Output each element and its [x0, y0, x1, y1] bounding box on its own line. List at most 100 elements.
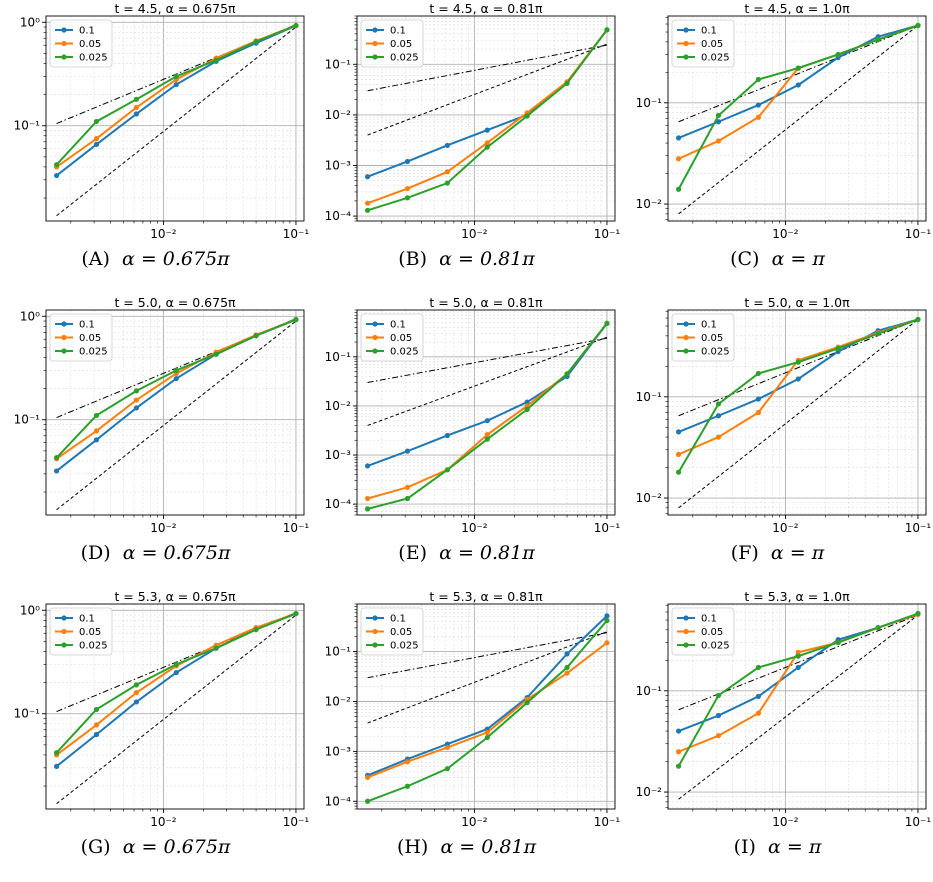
data-point-0.025 — [524, 406, 530, 412]
chart-svg: 10⁻² 10⁻¹ 10⁻² 10⁻¹ t = 5.0, α = 1.0π 0.1 0.05… — [636, 295, 932, 535]
data-point-0.05 — [755, 409, 761, 416]
legend: 0.1 0.05 0.025 — [49, 19, 113, 68]
data-point-0.025 — [755, 76, 761, 83]
x-tick-label: 10⁻¹ — [594, 521, 621, 535]
data-point-0.025 — [675, 469, 682, 475]
data-point-0.1 — [675, 429, 682, 435]
y-tick-label: 10⁻² — [325, 399, 352, 413]
legend-label: 0.1 — [701, 614, 717, 625]
data-point-0.025 — [213, 57, 219, 63]
x-tick-label: 10⁻¹ — [283, 227, 310, 241]
data-point-0.05 — [715, 138, 722, 144]
y-tick-label: 10⁰ — [20, 309, 40, 323]
data-point-0.025 — [875, 37, 881, 43]
legend-marker-0.025 — [61, 54, 67, 60]
data-point-0.05 — [675, 451, 682, 457]
legend-label: 0.1 — [79, 320, 95, 331]
data-point-0.025 — [604, 320, 610, 327]
chart-svg: 10⁻² 10⁻¹ 10⁻² 10⁻¹ t = 5.3, α = 1.0π 0.1 0.05… — [636, 589, 932, 829]
legend-marker-0.1 — [372, 27, 378, 33]
x-tick-label: 10⁻² — [772, 815, 799, 829]
legend: 0.1 0.05 0.025 — [49, 313, 113, 362]
panel-b: 10⁻² 10⁻¹ 10⁻⁴ 10⁻³ 10⁻² 10⁻¹ t = 4.5, α = 0.8… — [311, 0, 622, 294]
data-point-0.1 — [404, 158, 411, 165]
data-point-0.1 — [715, 712, 722, 719]
caption-label: (C) — [730, 248, 760, 270]
data-point-0.025 — [484, 144, 490, 150]
axes-frame — [45, 603, 305, 810]
data-point-0.05 — [715, 434, 722, 440]
legend-label: 0.025 — [79, 641, 108, 652]
data-point-0.1 — [564, 651, 570, 657]
chart-svg: 10⁻² 10⁻¹ 10⁻¹ 10⁰ t = 4.5, α = 0.675π 0.1 0.0… — [14, 1, 310, 241]
reference-line-dashdot — [367, 44, 608, 92]
data-point-0.025 — [213, 645, 219, 651]
data-point-0.025 — [213, 351, 219, 357]
data-point-0.05 — [715, 733, 722, 739]
legend-label: 0.025 — [701, 347, 730, 358]
data-point-0.025 — [253, 333, 259, 339]
legend-label: 0.025 — [79, 347, 108, 358]
panel-d: 10⁻² 10⁻¹ 10⁻¹ 10⁰ t = 5.0, α = 0.675π 0.1 0.0… — [0, 294, 311, 588]
y-tick-label: 10⁻¹ — [325, 645, 352, 659]
data-point-0.05 — [675, 749, 682, 755]
legend-label: 0.1 — [390, 320, 406, 331]
legend-marker-0.025 — [61, 642, 67, 648]
reference-line-dashed — [678, 25, 919, 215]
data-point-0.05 — [484, 729, 490, 736]
legend-marker-0.05 — [61, 334, 67, 341]
data-point-0.05 — [364, 200, 371, 206]
data-point-0.025 — [835, 345, 841, 352]
data-point-0.05 — [364, 495, 371, 502]
reference-line-dashed — [367, 631, 608, 724]
chart-title: t = 5.3, α = 0.675π — [114, 589, 236, 604]
data-point-0.025 — [93, 118, 100, 125]
data-point-0.025 — [53, 750, 60, 756]
data-point-0.05 — [564, 670, 570, 676]
y-tick-label: 10⁻¹ — [14, 707, 41, 721]
data-point-0.05 — [444, 169, 450, 175]
legend-label: 0.05 — [701, 627, 723, 638]
panel-c: 10⁻² 10⁻¹ 10⁻² 10⁻¹ t = 4.5, α = 1.0π 0.1 0.05… — [622, 0, 933, 294]
y-tick-label: 10⁻² — [325, 694, 352, 708]
data-point-0.025 — [715, 401, 722, 407]
data-point-0.025 — [293, 22, 299, 29]
x-tick-label: 10⁻¹ — [283, 521, 310, 535]
data-point-0.1 — [364, 463, 371, 469]
data-point-0.025 — [564, 371, 570, 377]
y-tick-label: 10⁻² — [325, 108, 352, 122]
data-point-0.025 — [915, 610, 921, 617]
caption: (G) α = 0.675π — [0, 836, 311, 858]
x-tick-label: 10⁻² — [461, 521, 488, 535]
legend-label: 0.05 — [79, 39, 101, 50]
data-point-0.025 — [133, 96, 139, 102]
y-tick-label: 10⁻² — [636, 491, 663, 505]
data-point-0.025 — [564, 664, 570, 671]
data-point-0.1 — [755, 396, 761, 402]
data-point-0.05 — [755, 114, 761, 120]
x-tick-label: 10⁻² — [150, 815, 177, 829]
legend-label: 0.1 — [390, 614, 406, 625]
chart-title: t = 4.5, α = 0.81π — [429, 1, 543, 16]
legend-label: 0.05 — [390, 627, 412, 638]
panel-h: 10⁻² 10⁻¹ 10⁻⁴ 10⁻³ 10⁻² 10⁻¹ t = 5.3, α = 0.8… — [311, 588, 622, 882]
panel-a: 10⁻² 10⁻¹ 10⁻¹ 10⁰ t = 4.5, α = 0.675π 0.1 0.0… — [0, 0, 311, 294]
legend-label: 0.1 — [79, 26, 95, 37]
legend-label: 0.1 — [79, 614, 95, 625]
plot-area — [364, 320, 610, 512]
legend: 0.1 0.05 0.025 — [671, 313, 735, 362]
data-point-0.1 — [173, 669, 179, 676]
x-tick-label: 10⁻² — [150, 521, 177, 535]
data-point-0.1 — [93, 141, 100, 148]
reference-line-dashed — [678, 319, 919, 509]
data-point-0.1 — [484, 127, 490, 133]
data-point-0.025 — [915, 316, 921, 323]
chart-title: t = 5.0, α = 0.81π — [429, 295, 543, 310]
x-tick-label: 10⁻² — [772, 521, 799, 535]
data-point-0.025 — [93, 412, 100, 419]
data-point-0.1 — [755, 693, 761, 700]
legend-marker-0.1 — [61, 321, 67, 327]
data-point-0.025 — [755, 370, 761, 377]
data-point-0.025 — [364, 798, 371, 804]
legend-marker-0.025 — [61, 348, 67, 354]
